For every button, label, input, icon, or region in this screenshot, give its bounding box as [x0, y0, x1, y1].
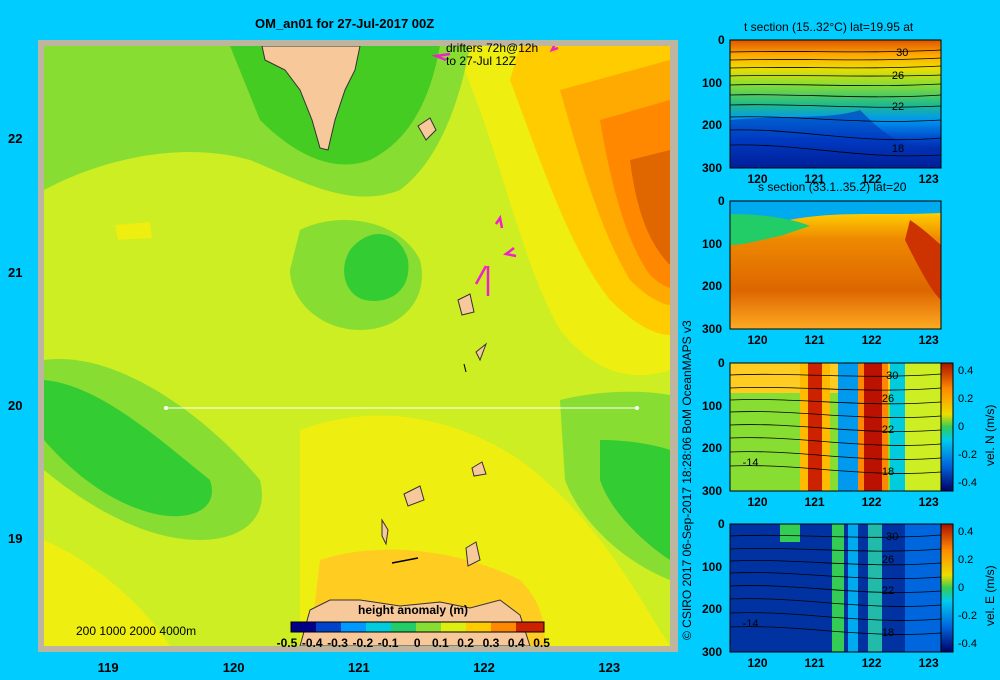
colorbar-tick: 0.4 — [507, 636, 525, 650]
contour-label: 26 — [881, 392, 895, 405]
contour-label: 22 — [881, 584, 895, 597]
panel-y-tick: 0 — [718, 194, 725, 208]
map-x-tick: 120 — [222, 660, 245, 675]
panel-y-tick: 300 — [702, 484, 723, 498]
contour-label: 26 — [881, 553, 895, 566]
map-y-tick: 20 — [8, 398, 23, 413]
map-x-tick: 121 — [348, 660, 370, 675]
map-y-tick: 22 — [8, 131, 23, 147]
colorbar-tick: -0.4 — [301, 636, 323, 650]
drifters-note-1: drifters 72h@12h — [446, 41, 539, 55]
panel-colorbar-tick: 0.2 — [958, 554, 974, 566]
drifters-note-2: to 27-Jul 12Z — [446, 54, 517, 68]
panel-y-tick: 300 — [702, 645, 723, 659]
bathymetry-legend: 200 1000 2000 4000m — [76, 624, 197, 638]
contour-label: 22 — [891, 100, 905, 113]
contour-label: 22 — [881, 423, 895, 436]
colorbar-tick: 0.3 — [482, 636, 500, 650]
panel-x-tick: 122 — [861, 172, 882, 186]
colorbar-tick: -0.5 — [276, 636, 298, 650]
panel-x-tick: 123 — [918, 333, 939, 347]
panel-title-s: s section (33.1..35.2) lat=20 — [758, 180, 907, 194]
panel-x-tick: 121 — [804, 495, 825, 509]
colorbar-tick: -0.1 — [377, 636, 399, 650]
drifter-tracks — [431, 46, 559, 296]
map-x-tick: 123 — [598, 660, 621, 675]
panel-title-t: t section (15..32°C) lat=19.95 at — [744, 20, 914, 34]
panel-colorbar-tick: -0.2 — [958, 449, 977, 461]
panel-y-tick: 300 — [702, 322, 723, 336]
panel-y-tick: 0 — [718, 33, 725, 47]
colorbar-tick: 0 — [413, 636, 421, 650]
panel-colorbar-tick: 0.4 — [958, 365, 974, 377]
contour-label: -14 — [742, 456, 759, 469]
map-x-tick: 119 — [97, 660, 119, 675]
panel-x-tick: 122 — [861, 495, 882, 509]
panel-x-tick: 123 — [918, 495, 939, 509]
panel-colorbar-tick: -0.4 — [958, 638, 977, 650]
vel-east-colorbar-label: vel. E (m/s) — [983, 565, 997, 626]
panel-colorbar-tick: 0 — [958, 582, 965, 594]
panel-salinity — [729, 200, 942, 330]
land-taiwan — [261, 46, 361, 151]
map-y-tick: 21 — [8, 264, 23, 280]
panel-colorbar-tick: 0.4 — [958, 526, 974, 538]
panel-colorbar-tick: -0.4 — [958, 477, 977, 489]
panel-y-tick: 0 — [718, 356, 725, 370]
vel-north-colorbar-label: vel. N (m/s) — [983, 404, 997, 466]
panel-y-tick: 200 — [702, 118, 723, 133]
contour-label: 30 — [896, 46, 909, 59]
contour-label: 18 — [891, 142, 905, 155]
contour-label: 18 — [881, 626, 895, 639]
map-title: OM_an01 for 27-Jul-2017 00Z — [255, 16, 435, 31]
colorbar-tick: 0.1 — [432, 636, 449, 650]
panel-y-tick: 0 — [718, 517, 725, 531]
panel-x-tick: 121 — [804, 656, 825, 670]
contour-label: 18 — [881, 465, 895, 478]
panel-y-tick: 100 — [702, 559, 723, 574]
map-x-tick: 122 — [473, 660, 495, 675]
panel-x-tick: 122 — [861, 656, 882, 670]
panel-x-tick: 121 — [804, 333, 825, 347]
colorbar-tick: 0.2 — [457, 636, 474, 650]
height-colorbar — [290, 621, 545, 633]
panel-colorbar-tick: -0.2 — [958, 610, 977, 622]
panel-x-tick: 120 — [747, 495, 768, 509]
panel-x-tick: 120 — [747, 333, 768, 347]
colorbar-label: height anomaly (m) — [358, 603, 469, 617]
contour-label: 30 — [886, 530, 899, 543]
panel-x-tick: 121 — [804, 172, 825, 186]
panel-y-tick: 100 — [702, 236, 723, 251]
panel-x-tick: 120 — [747, 172, 768, 186]
contour-label: 26 — [891, 69, 905, 82]
panel-x-tick: 123 — [918, 172, 939, 186]
contour-label: -14 — [742, 617, 759, 630]
panel-y-tick: 200 — [702, 602, 723, 617]
panel-x-tick: 122 — [861, 333, 882, 347]
colorbar-tick: -0.3 — [327, 636, 348, 650]
panel-y-tick: 100 — [702, 398, 723, 413]
panel-vel-north — [729, 362, 954, 492]
panel-x-tick: 123 — [918, 656, 939, 670]
panel-colorbar-tick: 0 — [958, 421, 965, 433]
panel-temperature — [729, 39, 942, 169]
panel-colorbar-tick: 0.2 — [958, 393, 974, 405]
panel-y-tick: 100 — [702, 75, 723, 90]
colorbar-tick: -0.2 — [352, 636, 374, 650]
panel-y-tick: 300 — [702, 161, 723, 175]
colorbar-tick: 0.5 — [533, 636, 550, 650]
panel-y-tick: 200 — [702, 279, 723, 294]
contour-label: 30 — [886, 369, 899, 382]
panel-y-tick: 200 — [702, 441, 723, 456]
panel-vel-east — [729, 523, 954, 653]
panel-x-tick: 120 — [747, 656, 768, 670]
map-y-tick: 19 — [8, 531, 23, 547]
